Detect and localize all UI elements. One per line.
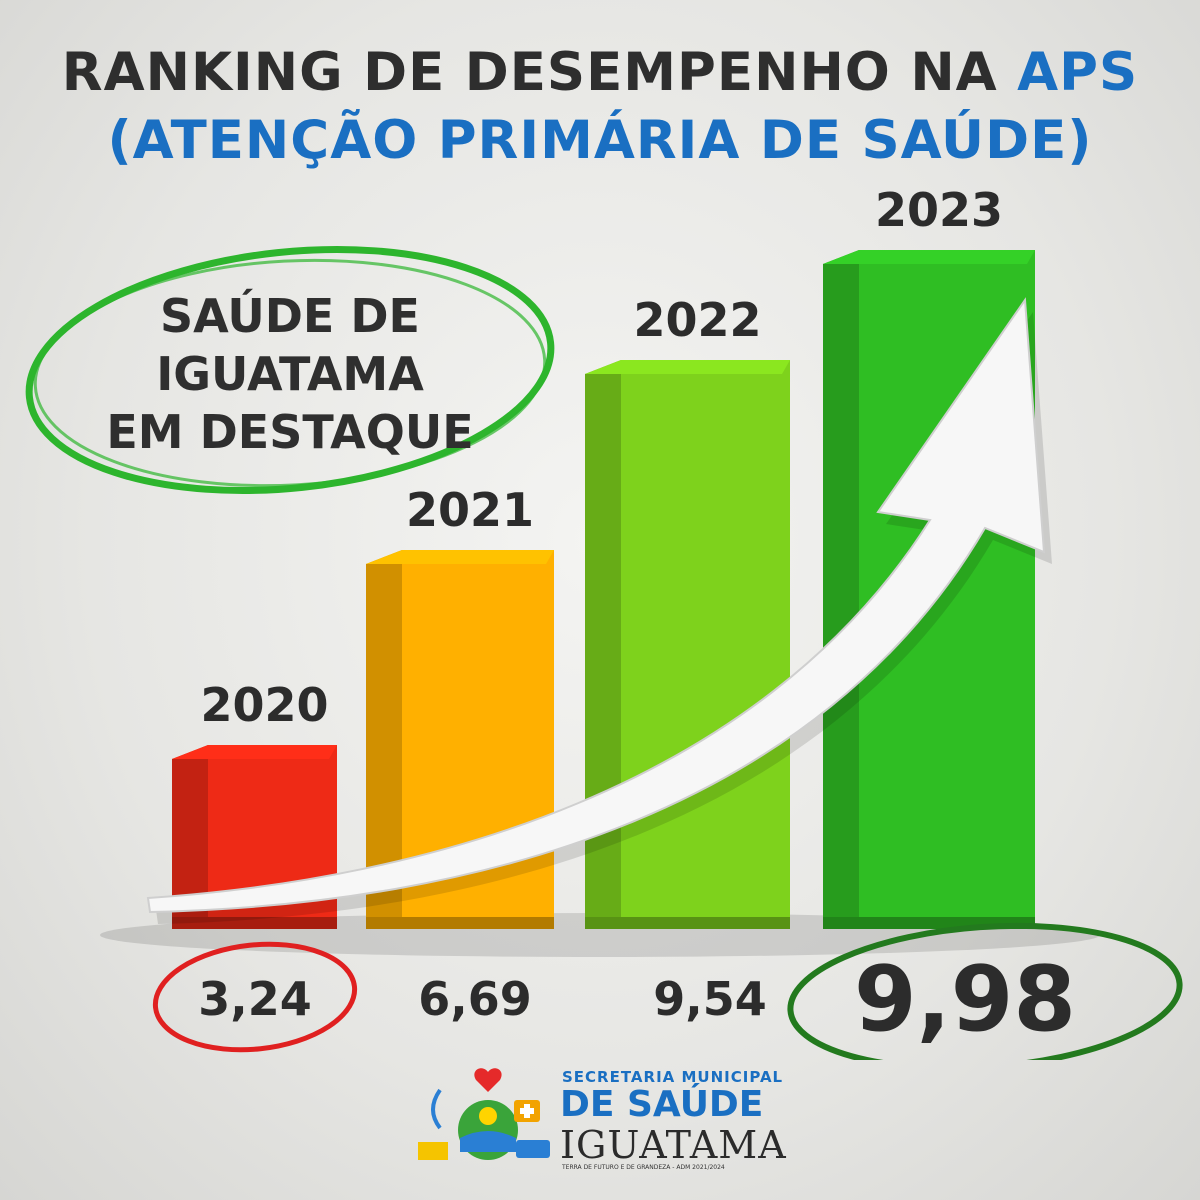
badge-line: IGUATAMA [156, 347, 424, 401]
title-line-1: RANKING DE DESEMPENHO NA APS [0, 42, 1200, 103]
logo-line-4: TERRA DE FUTURO E DE GRANDEZA - ADM 2021… [562, 1164, 725, 1171]
value-label-2021: 6,69 [418, 972, 532, 1026]
bar-chart: 2020 2021 2022 2023 3,24 6,69 9,54 9,98 [100, 183, 1183, 1060]
bar-2022 [621, 360, 790, 925]
bar-side-2021 [366, 550, 402, 925]
title-line-1-prefix: RANKING DE DESEMPENHO NA [61, 42, 998, 103]
bar-base-2020 [172, 917, 337, 929]
category-label-2023: 2023 [875, 183, 1003, 237]
title-line-1-accent: APS [1017, 42, 1139, 103]
bar-top-2022 [585, 360, 790, 374]
badge-line: EM DESTAQUE [106, 405, 474, 459]
title-line-2: (ATENÇÃO PRIMÁRIA DE SAÚDE) [107, 110, 1093, 171]
secretariat-logo: SECRETARIA MUNICIPAL DE SAÚDE IGUATAMA T… [410, 1060, 790, 1171]
badge-text: SAÚDE DE IGUATAMA EM DESTAQUE [80, 287, 500, 461]
bar-side-2023 [823, 250, 859, 925]
category-label-2021: 2021 [406, 483, 534, 537]
bar-top-2020 [172, 745, 337, 759]
logo-line-2: DE SAÚDE [560, 1084, 764, 1125]
badge-ring-icon [25, 245, 555, 495]
bar-top-2021 [366, 550, 554, 564]
logo-line-3: IGUATAMA [560, 1123, 787, 1167]
badge-line: SAÚDE DE [160, 289, 420, 343]
highlight-circle-low [152, 941, 358, 1053]
bar-side-2020 [172, 745, 208, 925]
value-label-2022: 9,54 [653, 972, 767, 1026]
bar-base-2022 [585, 917, 790, 929]
category-label-2020: 2020 [200, 678, 328, 732]
health-secretariat-emblem-icon [418, 1068, 550, 1160]
trend-arrow-icon [146, 297, 1046, 914]
bar-side-2022 [585, 360, 621, 925]
highlight-circle-high [787, 922, 1183, 1060]
bar-top-2023 [823, 250, 1035, 264]
highlight-badge: SAÚDE DE IGUATAMA EM DESTAQUE [20, 235, 560, 505]
logo-line-1: SECRETARIA MUNICIPAL [562, 1068, 784, 1086]
value-label-2023: 9,98 [854, 947, 1076, 1052]
bar-base-2021 [366, 917, 554, 929]
category-label-2022: 2022 [633, 293, 761, 347]
value-label-2020: 3,24 [198, 972, 312, 1026]
